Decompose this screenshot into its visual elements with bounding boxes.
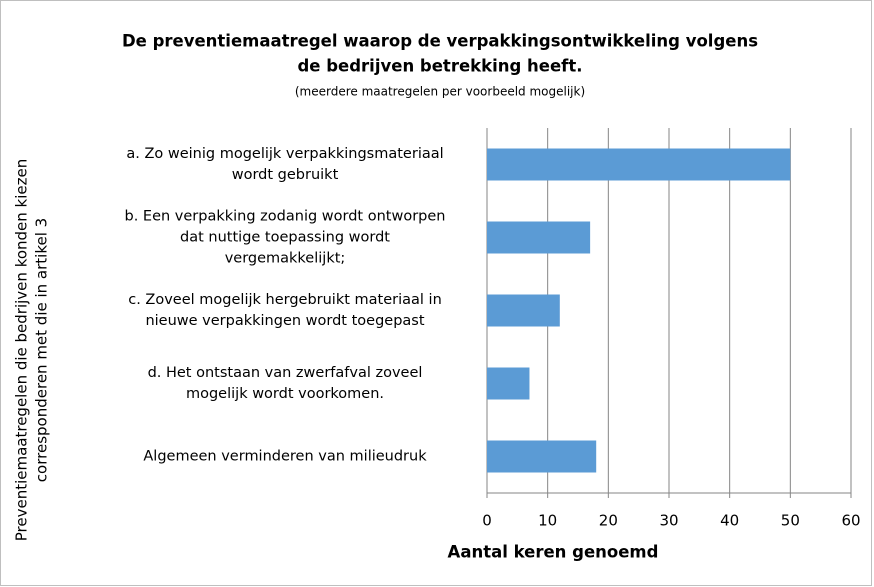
y-tick-label: c. Zoveel mogelijk hergebruikt materiaal… (128, 292, 442, 308)
y-tick-label: vergemakkelijkt; (225, 251, 346, 267)
y-tick-label: d. Het ontstaan van zwerfafval zoveel (148, 365, 423, 381)
x-tick-label: 30 (659, 512, 678, 530)
bar (487, 221, 591, 254)
bar (487, 294, 560, 327)
x-tick-label: 40 (720, 512, 739, 530)
chart-title: De preventiemaatregel waarop de verpakki… (122, 32, 758, 51)
y-axis-label-line: corresponderen met die in artikel 3 (33, 218, 51, 482)
y-tick-label: wordt gebruikt (232, 167, 339, 183)
x-axis-label: Aantal keren genoemd (448, 543, 659, 562)
bar (487, 440, 597, 473)
x-tick-label: 50 (781, 512, 800, 530)
x-tick-label: 60 (841, 512, 860, 530)
x-tick-label: 20 (599, 512, 618, 530)
y-axis-label: Preventiemaatregelen die bedrijven konde… (13, 159, 51, 542)
chart-title: de bedrijven betrekking heeft. (297, 57, 582, 76)
y-tick-label: a. Zo weinig mogelijk verpakkingsmateria… (126, 146, 443, 162)
y-axis-label-line: Preventiemaatregelen die bedrijven konde… (13, 159, 31, 542)
x-tick-label: 10 (538, 512, 557, 530)
y-tick-label: mogelijk wordt voorkomen. (186, 386, 384, 402)
bar (487, 367, 530, 400)
y-tick-label: b. Een verpakking zodanig wordt ontworpe… (125, 209, 446, 225)
x-tick-label: 0 (482, 512, 492, 530)
y-tick-label: Algemeen verminderen van milieudruk (143, 449, 427, 465)
bar (487, 148, 791, 181)
y-tick-label: nieuwe verpakkingen wordt toegepast (145, 313, 424, 329)
y-tick-label: dat nuttige toepassing wordt (180, 230, 390, 246)
chart-subtitle: (meerdere maatregelen per voorbeeld moge… (295, 85, 585, 99)
